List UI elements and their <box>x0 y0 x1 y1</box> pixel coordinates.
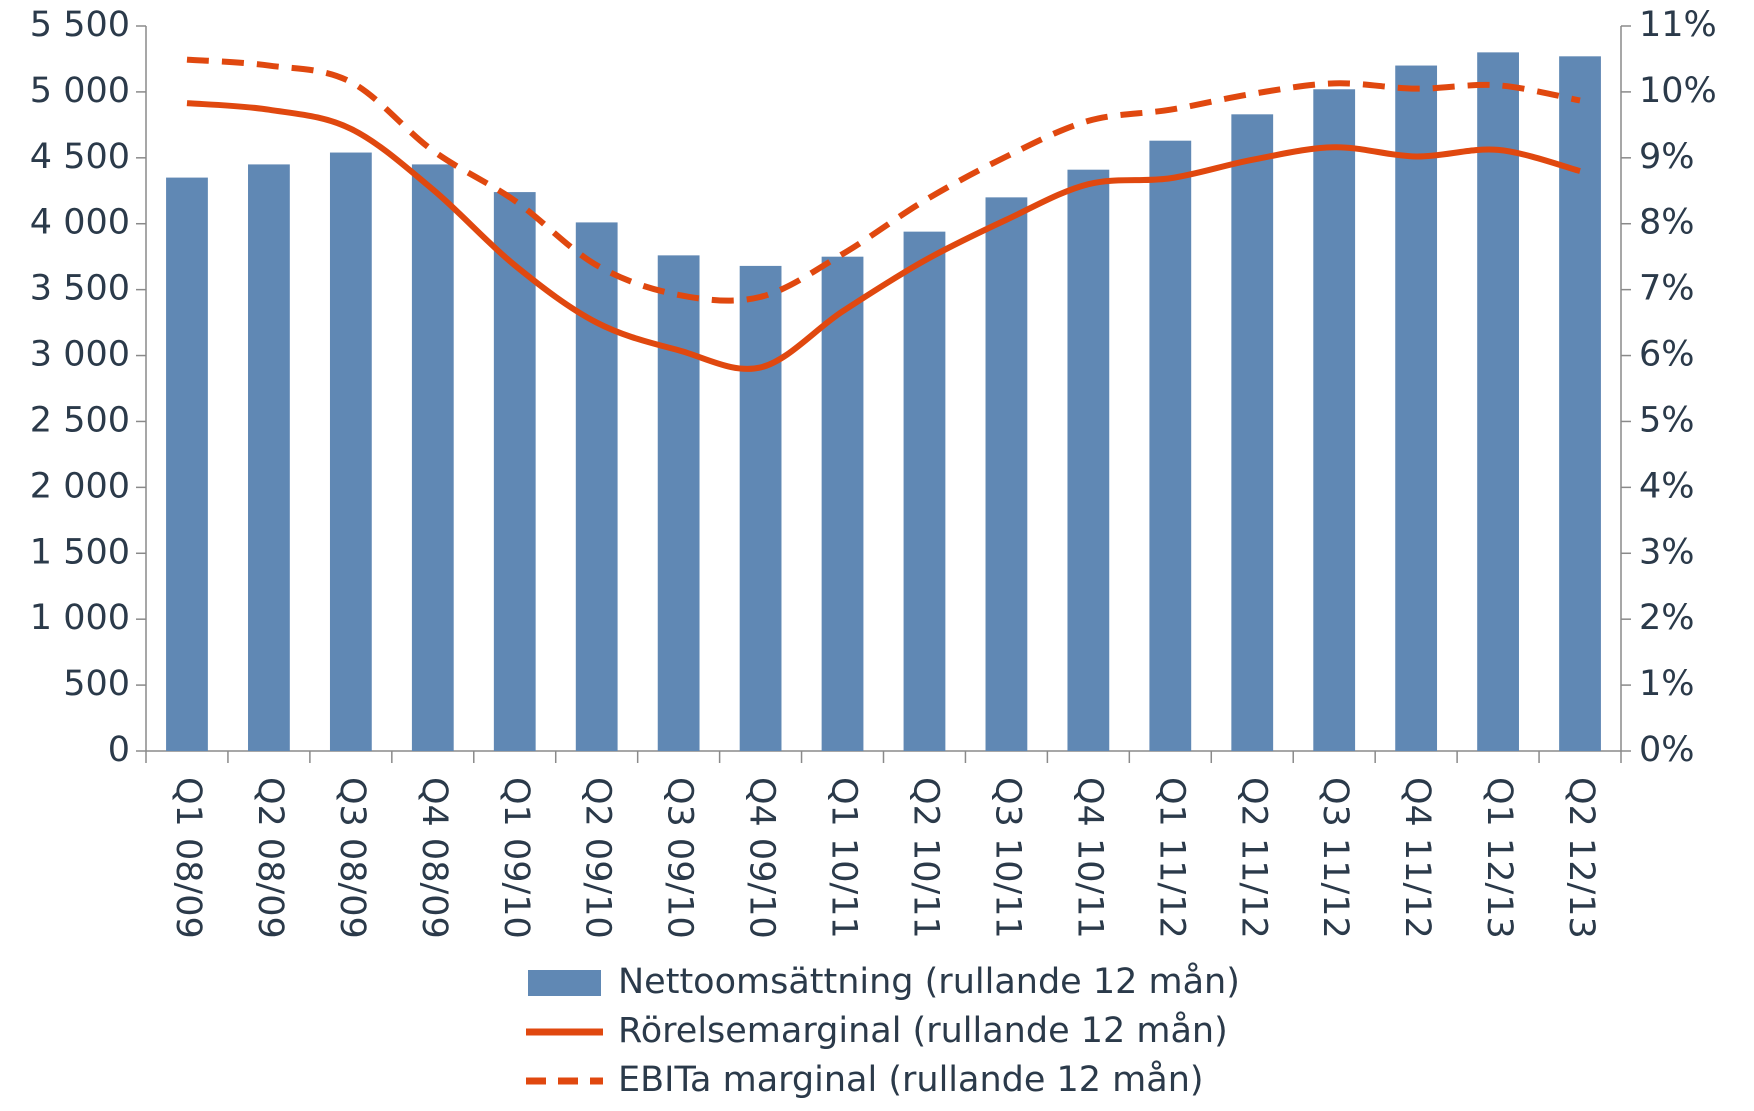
bar <box>1231 114 1274 752</box>
y-tick-label: 3 000 <box>30 335 130 375</box>
x-tick-label: Q1 12/13 <box>1479 777 1519 939</box>
y-tick-label: 1 500 <box>30 532 130 572</box>
y-tick-label: 2 500 <box>30 400 130 440</box>
x-tick-label: Q2 11/12 <box>1233 777 1273 939</box>
y2-tick-label: 8% <box>1639 203 1695 243</box>
x-tick-label: Q4 10/11 <box>1069 777 1109 939</box>
x-tick-label: Q2 12/13 <box>1561 777 1601 939</box>
bar <box>985 197 1028 751</box>
x-tick-label: Q4 11/12 <box>1397 777 1437 939</box>
bar <box>739 265 782 751</box>
x-tick-label: Q1 08/09 <box>168 777 208 939</box>
line <box>186 56 1581 304</box>
y2-tick-label: 2% <box>1639 598 1695 638</box>
y2-tick-label: 7% <box>1639 269 1695 309</box>
legend-label: Nettoomsättning (rullande 12 mån) <box>618 961 1240 1002</box>
y2-tick-label: 11% <box>1639 5 1717 45</box>
bar <box>1477 52 1519 751</box>
x-tick-label: Q1 09/10 <box>496 777 536 939</box>
bar <box>411 164 454 752</box>
legend-label: EBITa marginal (rullande 12 mån) <box>618 1059 1204 1100</box>
x-tick-label: Q3 08/09 <box>332 777 372 939</box>
x-tick-label: Q3 09/10 <box>660 777 700 939</box>
bar <box>657 255 700 751</box>
bar <box>1313 89 1356 752</box>
x-tick-label: Q3 11/12 <box>1315 777 1355 939</box>
y-tick-label: 500 <box>63 664 130 704</box>
bar <box>575 222 618 752</box>
y-tick-label: 0 <box>108 730 130 770</box>
line <box>186 100 1581 372</box>
y-tick-label: 4 500 <box>30 137 130 177</box>
y2-tick-label: 5% <box>1639 400 1695 440</box>
legend-label: Rörelsemarginal (rullande 12 mån) <box>618 1010 1228 1051</box>
bar <box>903 231 946 752</box>
bar <box>1395 65 1438 751</box>
x-tick-label: Q4 08/09 <box>414 777 454 939</box>
bar <box>248 164 290 752</box>
x-tick-label: Q1 11/12 <box>1151 777 1191 939</box>
x-tick-label: Q1 10/11 <box>824 777 864 939</box>
x-tick-label: Q2 08/09 <box>250 777 290 939</box>
x-tick-label: Q4 09/10 <box>742 777 782 939</box>
legend-swatch <box>528 970 601 996</box>
y-tick-label: 1 000 <box>30 598 130 638</box>
y-tick-label: 5 500 <box>30 5 130 45</box>
y2-tick-label: 1% <box>1639 664 1695 704</box>
x-tick-label: Q2 10/11 <box>905 777 945 939</box>
bar <box>821 256 864 751</box>
bar <box>1067 169 1110 751</box>
y-tick-label: 4 000 <box>30 203 130 243</box>
x-tick-label: Q2 09/10 <box>578 777 618 939</box>
y2-tick-label: 0% <box>1639 730 1695 770</box>
y2-tick-label: 6% <box>1639 335 1695 375</box>
x-tick-label: Q3 10/11 <box>987 777 1027 939</box>
y2-tick-label: 4% <box>1639 466 1695 506</box>
y2-tick-label: 10% <box>1639 71 1717 111</box>
bar <box>493 192 536 751</box>
y-tick-label: 5 000 <box>30 71 130 111</box>
bar <box>166 177 208 751</box>
y-tick-label: 3 500 <box>30 269 130 309</box>
bar <box>1559 56 1601 752</box>
bar <box>1149 140 1192 751</box>
y2-tick-label: 3% <box>1639 532 1695 572</box>
y-tick-label: 2 000 <box>30 466 130 506</box>
y2-tick-label: 9% <box>1639 137 1695 177</box>
bar <box>329 152 372 751</box>
